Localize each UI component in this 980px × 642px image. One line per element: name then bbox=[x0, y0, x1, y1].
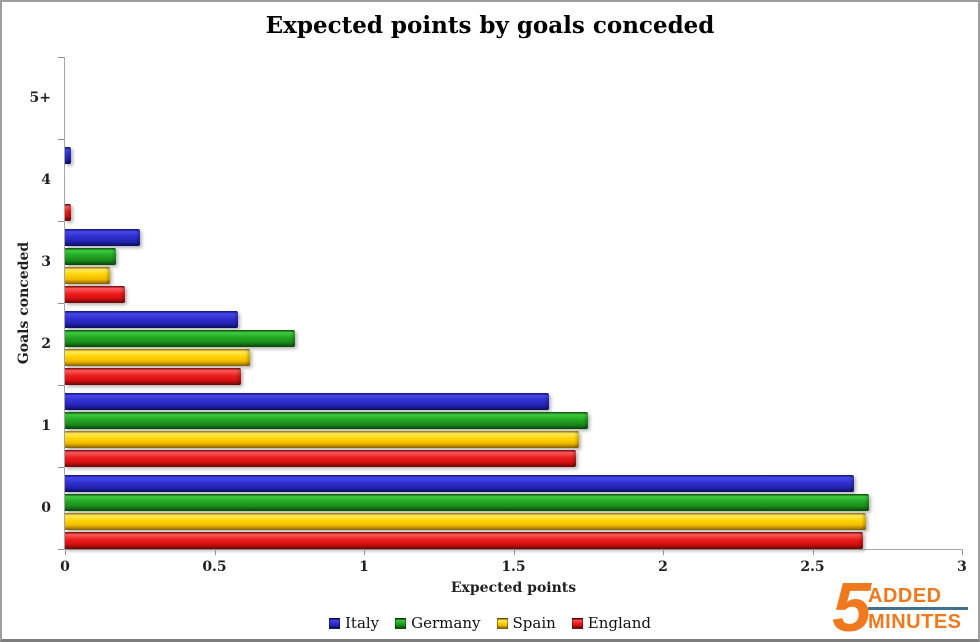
legend-item-germany: Germany bbox=[395, 614, 481, 632]
category-label-3: 3 bbox=[41, 254, 51, 270]
x-axis-tick-label: 1 bbox=[359, 559, 369, 575]
y-axis-tick bbox=[58, 467, 64, 468]
legend-label-italy: Italy bbox=[344, 614, 380, 632]
category-label-2: 2 bbox=[41, 336, 51, 352]
x-axis-tick-label: 2 bbox=[658, 559, 668, 575]
category-row-1 bbox=[65, 385, 962, 467]
bar-italy-goals-4 bbox=[65, 147, 71, 164]
bar-germany-goals-0 bbox=[65, 494, 869, 511]
x-axis-line bbox=[64, 549, 963, 550]
category-label-1: 1 bbox=[41, 418, 51, 434]
category-row-2 bbox=[65, 303, 962, 385]
y-axis-tick bbox=[58, 385, 64, 386]
logo-text-added: ADDED bbox=[868, 585, 942, 607]
logo-text-minutes: MINUTES bbox=[868, 611, 962, 633]
bar-england-goals-0 bbox=[65, 532, 863, 549]
bar-italy-goals-2 bbox=[65, 311, 238, 328]
y-axis-tick bbox=[58, 57, 64, 58]
x-axis-tick bbox=[962, 550, 963, 555]
x-axis-tick-label: 0.5 bbox=[202, 559, 227, 575]
y-axis-tick bbox=[58, 303, 64, 304]
legend-item-italy: Italy bbox=[328, 614, 380, 632]
category-label-5+: 5+ bbox=[29, 90, 51, 106]
bar-england-goals-1 bbox=[65, 450, 576, 467]
x-axis-tick bbox=[65, 550, 66, 555]
logo-divider bbox=[868, 607, 968, 610]
x-axis-tick-label: 1.5 bbox=[501, 559, 526, 575]
y-axis-tick bbox=[58, 221, 64, 222]
legend-marker-germany bbox=[395, 617, 407, 629]
bar-spain-goals-3 bbox=[65, 267, 110, 284]
x-axis-tick-label: 0 bbox=[60, 559, 70, 575]
legend-label-germany: Germany bbox=[411, 614, 481, 632]
bar-italy-goals-3 bbox=[65, 229, 140, 246]
x-axis-tick bbox=[663, 550, 664, 555]
bar-england-goals-2 bbox=[65, 368, 241, 385]
category-label-0: 0 bbox=[41, 500, 51, 516]
y-axis-tick bbox=[58, 549, 64, 550]
category-label-4: 4 bbox=[41, 172, 51, 188]
legend-label-england: England bbox=[587, 614, 651, 632]
plot-area: 0 0.5 1 1.5 2 2.5 3 5+ 4 3 2 1 0 bbox=[30, 57, 967, 575]
category-row-4 bbox=[65, 139, 962, 221]
legend-item-england: England bbox=[571, 614, 651, 632]
category-row-5+ bbox=[65, 57, 962, 139]
bar-england-goals-3 bbox=[65, 286, 125, 303]
y-axis-tick bbox=[58, 139, 64, 140]
category-row-0 bbox=[65, 467, 962, 549]
category-row-3 bbox=[65, 221, 962, 303]
legend-marker-italy bbox=[328, 617, 340, 629]
legend: Italy Germany Spain England bbox=[2, 610, 978, 636]
bar-germany-goals-1 bbox=[65, 412, 588, 429]
bar-england-goals-4 bbox=[65, 204, 71, 221]
logo-text-block: ADDED MINUTES bbox=[868, 586, 968, 632]
bar-spain-goals-1 bbox=[65, 431, 579, 448]
x-axis-tick bbox=[513, 550, 515, 555]
bar-italy-goals-0 bbox=[65, 475, 854, 492]
legend-marker-england bbox=[571, 617, 583, 629]
logo-numeral: 5 bbox=[832, 568, 871, 642]
legend-item-spain: Spain bbox=[496, 614, 556, 632]
bar-germany-goals-2 bbox=[65, 330, 295, 347]
logo: 5 ADDED MINUTES bbox=[832, 568, 968, 642]
legend-marker-spain bbox=[496, 617, 508, 629]
x-axis-tick-label: 2.5 bbox=[800, 559, 825, 575]
x-axis-tick bbox=[364, 550, 365, 555]
bar-germany-goals-3 bbox=[65, 248, 116, 265]
bar-italy-goals-1 bbox=[65, 393, 549, 410]
y-axis-title: Goals conceded bbox=[16, 241, 32, 365]
y-axis-line bbox=[64, 57, 65, 550]
x-axis-tick bbox=[812, 550, 814, 555]
legend-label-spain: Spain bbox=[512, 614, 556, 632]
chart-title: Expected points by goals conceded bbox=[265, 12, 715, 39]
bar-spain-goals-2 bbox=[65, 349, 250, 366]
bar-spain-goals-0 bbox=[65, 513, 866, 530]
x-axis-tick-label: 3 bbox=[957, 559, 967, 575]
x-axis-title: Expected points bbox=[450, 580, 577, 596]
x-axis-tick bbox=[214, 550, 216, 555]
